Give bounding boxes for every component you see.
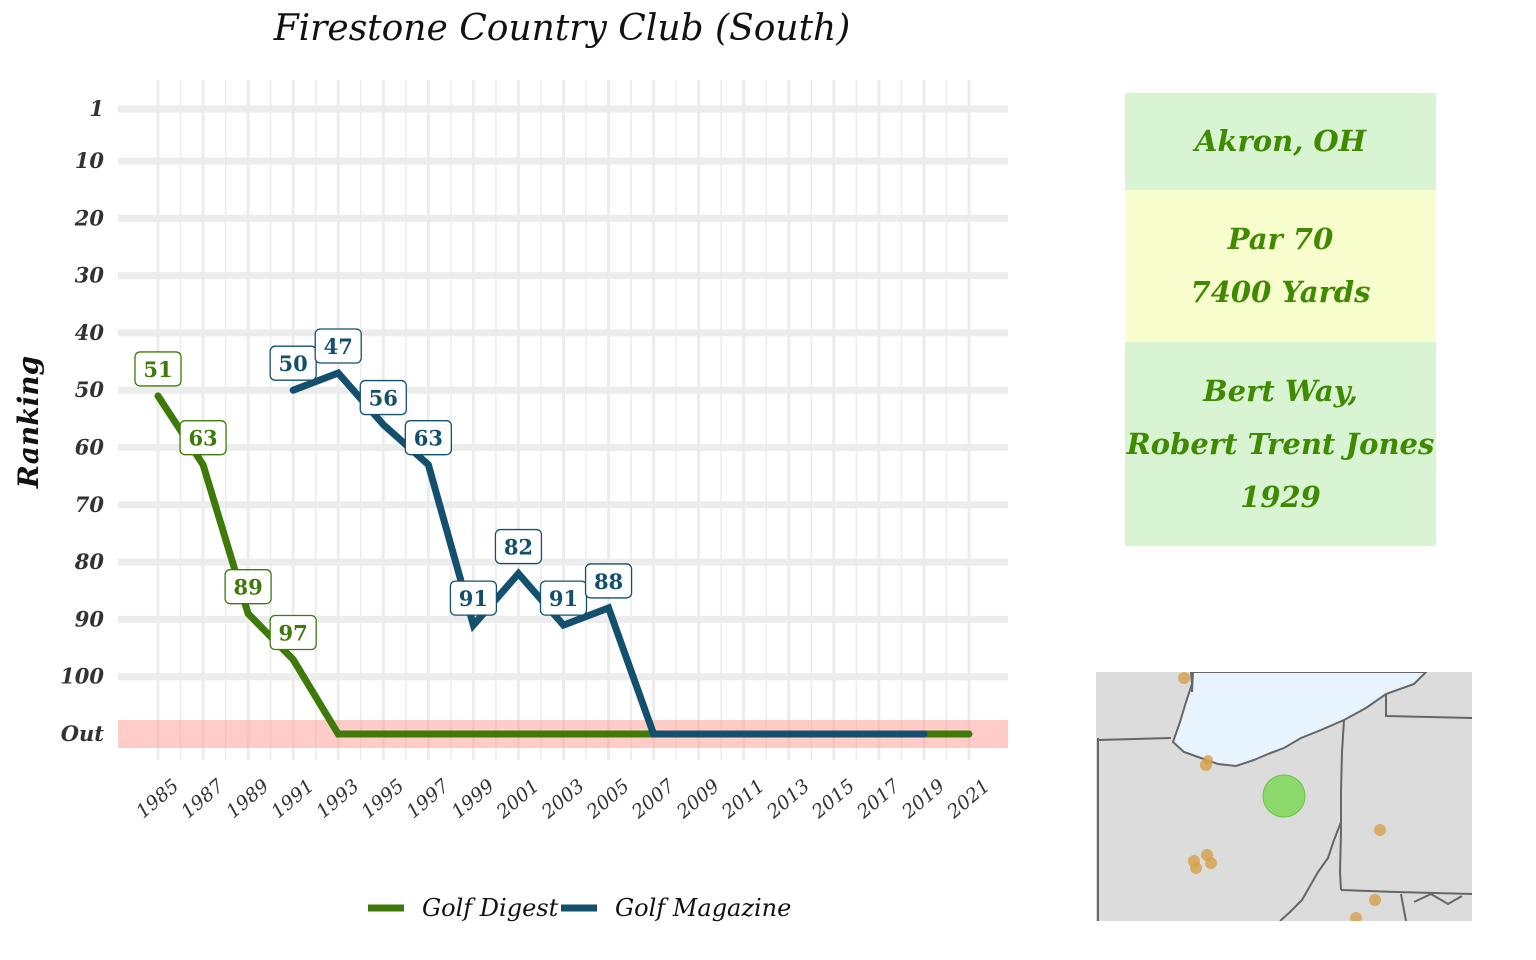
x-tick-label: 2001 — [492, 775, 544, 824]
designer-line-2: Robert Trent Jones — [1126, 426, 1435, 461]
x-tick-label: 2011 — [717, 775, 769, 824]
svg-text:56: 56 — [369, 386, 398, 411]
data-label: 56 — [359, 379, 407, 416]
svg-text:Golf Magazine: Golf Magazine — [615, 894, 791, 922]
x-tick-label: 1995 — [357, 775, 408, 823]
data-label: 97 — [269, 614, 317, 651]
map-svg — [1096, 672, 1472, 921]
x-tick-label: 2015 — [807, 775, 859, 824]
data-label: 50 — [269, 345, 317, 381]
legend-item: Golf Digest — [368, 894, 559, 922]
svg-text:47: 47 — [324, 334, 353, 359]
svg-text:97: 97 — [279, 621, 308, 646]
grid — [118, 80, 1008, 760]
svg-text:63: 63 — [414, 426, 443, 451]
x-tick-label: 1991 — [267, 775, 318, 823]
yardage-text: 7400 Yards — [1190, 275, 1371, 309]
y-tick-label: 60 — [75, 435, 105, 460]
x-tick-label: 2009 — [672, 775, 724, 824]
y-tick-label: 100 — [60, 664, 104, 689]
svg-text:50: 50 — [279, 351, 308, 376]
data-label: 91 — [539, 580, 588, 616]
state-border-wv — [1413, 892, 1463, 906]
ohio-river — [1279, 821, 1342, 921]
other-course-marker — [1178, 672, 1190, 684]
state-border-ne — [1385, 694, 1472, 719]
y-tick-label: Out — [61, 721, 105, 746]
data-label: 89 — [224, 569, 272, 605]
y-tick-label: 30 — [75, 263, 105, 288]
designer-line-1: Bert Way, — [1203, 373, 1358, 408]
svg-text:51: 51 — [143, 357, 172, 382]
other-course-marker — [1350, 912, 1362, 921]
y-tick-label: 10 — [75, 148, 105, 173]
other-course-marker — [1203, 755, 1213, 765]
svg-text:91: 91 — [459, 586, 488, 611]
other-course-marker — [1190, 862, 1202, 874]
designer-box: Bert Way, Robert Trent Jones 1929 — [1125, 342, 1436, 546]
y-tick-label: 70 — [75, 492, 105, 517]
data-label: 47 — [314, 328, 362, 364]
x-tick-label: 1997 — [402, 774, 454, 823]
data-label: 91 — [449, 580, 498, 616]
year-built-text: 1929 — [1240, 479, 1321, 514]
x-tick-label: 1999 — [447, 775, 498, 823]
x-tick-label: 2017 — [852, 774, 905, 823]
y-axis-label: Ranking — [12, 356, 45, 489]
x-tick-label: 2003 — [537, 775, 589, 824]
y-tick-label: 20 — [74, 205, 105, 230]
data-label: 63 — [404, 420, 452, 456]
state-border-north — [1097, 737, 1172, 741]
course-location-marker — [1262, 774, 1306, 818]
state-border-south — [1400, 893, 1407, 921]
svg-text:63: 63 — [188, 426, 217, 451]
ranking-chart: Firestone Country Club (South) 516389975… — [12, 8, 1008, 922]
par-yardage-box: Par 70 7400 Yards — [1125, 190, 1436, 342]
data-label: 51 — [134, 351, 182, 387]
y-tick-label: 40 — [75, 320, 105, 345]
svg-text:82: 82 — [504, 535, 533, 560]
chart-title: Firestone Country Club (South) — [273, 8, 851, 49]
par-text: Par 70 — [1227, 222, 1334, 256]
location-box: Akron, OH — [1125, 93, 1436, 190]
course-info-panel: Akron, OH Par 70 7400 Yards Bert Way, Ro… — [1125, 93, 1436, 546]
x-tick-label: 2021 — [942, 775, 994, 824]
x-tick-label: 1987 — [177, 774, 229, 823]
svg-text:88: 88 — [594, 569, 623, 594]
y-tick-label: 80 — [74, 549, 105, 574]
legend-item: Golf Magazine — [561, 894, 791, 922]
y-axis-ticks: 1 10 20 30 40 50 60 70 80 90 100 Out — [60, 96, 104, 746]
data-label: 88 — [584, 563, 633, 599]
y-tick-label: 90 — [75, 606, 105, 631]
location-map — [1096, 672, 1472, 921]
x-axis-ticks: 1985198719891991199319951997199920012003… — [132, 774, 994, 823]
svg-text:Golf Digest: Golf Digest — [422, 894, 559, 922]
state-border-se — [1340, 889, 1472, 895]
x-tick-label: 2019 — [897, 775, 949, 824]
other-course-marker — [1369, 894, 1381, 906]
svg-text:91: 91 — [549, 586, 578, 611]
legend: Golf Digest Golf Magazine — [368, 894, 791, 922]
data-label: 63 — [179, 420, 227, 456]
data-label: 82 — [494, 528, 543, 565]
data-labels: 51 63 89 97 50 47 56 63 91 82 91 88 — [134, 328, 633, 651]
lake-erie — [1171, 672, 1428, 768]
x-tick-label: 1985 — [132, 775, 183, 823]
y-tick-label: 1 — [89, 96, 104, 121]
y-tick-label: 50 — [75, 377, 105, 402]
x-tick-label: 1993 — [312, 775, 363, 823]
svg-text:89: 89 — [233, 575, 262, 600]
x-tick-label: 1989 — [222, 775, 273, 823]
x-tick-label: 2005 — [582, 775, 634, 824]
x-tick-label: 2013 — [762, 775, 814, 824]
state-border-mi — [1191, 672, 1194, 693]
other-course-marker — [1374, 824, 1386, 836]
state-border-east — [1338, 719, 1345, 891]
location-text: Akron, OH — [1194, 124, 1367, 158]
other-course-marker — [1205, 857, 1217, 869]
x-tick-label: 2007 — [627, 774, 680, 823]
